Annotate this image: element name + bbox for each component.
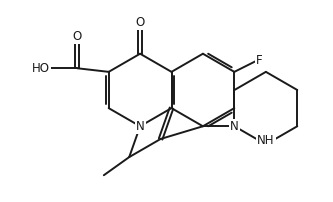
Text: NH: NH — [257, 134, 275, 147]
Text: N: N — [230, 120, 239, 133]
Text: O: O — [73, 30, 82, 43]
Text: F: F — [256, 55, 263, 67]
Text: HO: HO — [32, 62, 50, 75]
Text: O: O — [136, 16, 145, 29]
Text: N: N — [136, 120, 145, 133]
